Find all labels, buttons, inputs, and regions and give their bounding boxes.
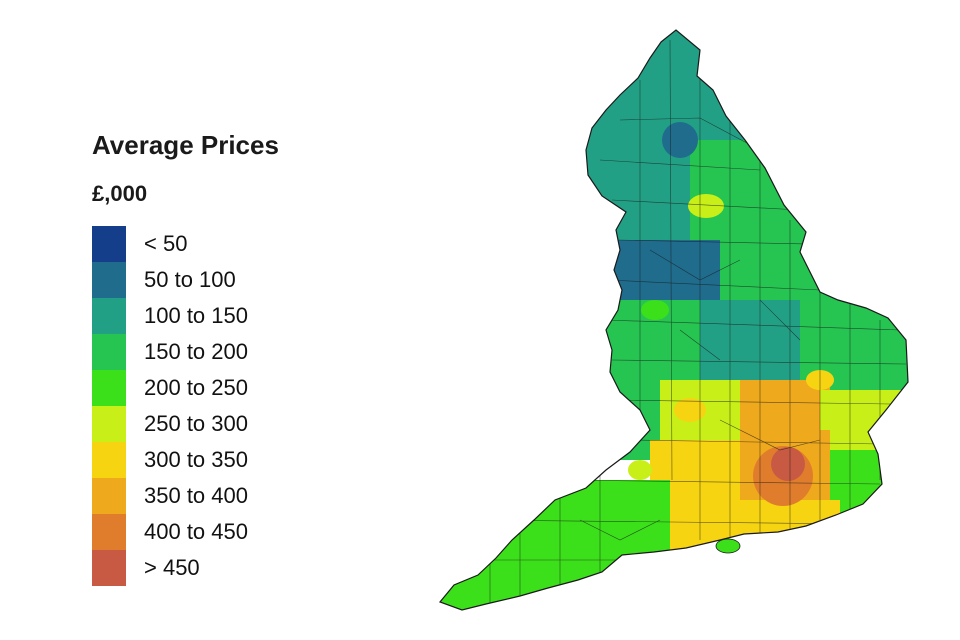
legend-label: < 50 [144,231,188,256]
legend-item: < 50 [92,226,187,262]
region-midlands-east [700,300,800,380]
region-cotswolds [674,398,706,422]
legend-label: 200 to 250 [144,375,248,400]
district-boundaries [470,39,907,604]
england-price-map [438,29,909,611]
map-legend: Average Prices £,000 < 50 50 to 100 100 … [0,0,400,640]
legend-label: 100 to 150 [144,303,248,328]
legend-title: Average Prices [92,130,279,160]
legend-label: 250 to 300 [144,411,248,436]
region-durham [662,122,698,158]
region-essex [820,390,908,460]
legend-label: 50 to 100 [144,267,236,292]
england-outline [438,29,909,611]
legend-swatch [92,262,126,298]
region-south-west [440,480,670,610]
legend-swatch [92,298,126,334]
legend-label: 150 to 200 [144,339,248,364]
legend-swatch [92,478,126,514]
region-lancashire [600,240,720,310]
legend-item: 150 to 200 [92,334,248,370]
legend-item: 300 to 350 [92,442,248,478]
legend-item: 100 to 150 [92,298,248,334]
legend-item: 200 to 250 [92,370,248,406]
legend-item: 250 to 300 [92,406,248,442]
region-kent [830,450,908,520]
region-cheshire [641,300,669,320]
region-south-coast [660,500,840,550]
isle-of-wight [715,538,741,554]
legend-swatch [92,406,126,442]
legend-item: 350 to 400 [92,478,248,514]
legend-label: 300 to 350 [144,447,248,472]
legend-swatch [92,442,126,478]
legend-item: 50 to 100 [92,262,236,298]
legend-label: 350 to 400 [144,483,248,508]
legend-swatch [92,226,126,262]
legend-swatch [92,550,126,586]
region-harrogate [688,194,724,218]
legend-unit: £,000 [92,181,148,206]
legend-swatch [92,334,126,370]
region-london-inner [771,447,805,481]
legend-item: > 450 [92,550,200,586]
legend-label: > 450 [144,555,200,580]
legend-label: 400 to 450 [144,519,248,544]
region-bath [628,460,652,480]
legend-swatch [92,514,126,550]
legend-swatch [92,370,126,406]
legend-item: 400 to 450 [92,514,248,550]
